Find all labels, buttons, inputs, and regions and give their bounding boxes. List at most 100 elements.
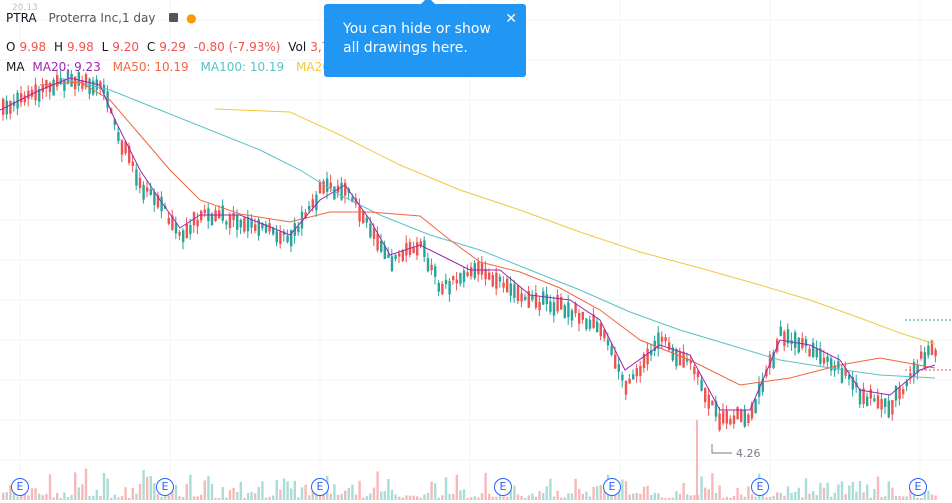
candle-body — [549, 301, 552, 312]
candle-body — [768, 354, 772, 368]
volume-bar — [808, 493, 811, 500]
candle-body — [383, 245, 386, 260]
candle-body — [772, 352, 775, 368]
volume-bar — [671, 497, 674, 500]
candle-body — [894, 386, 898, 401]
event-marker[interactable]: E — [494, 478, 512, 496]
volume-bar — [239, 481, 242, 500]
candle-body — [102, 84, 106, 94]
symbol-name: Proterra Inc,1 day — [48, 11, 156, 25]
volume-bar — [340, 493, 343, 500]
volume-bar — [347, 487, 350, 500]
candle-body — [502, 282, 505, 288]
volume-bar — [484, 472, 487, 500]
candle-body — [466, 272, 469, 276]
candle-body — [722, 411, 725, 424]
volume-bar — [729, 497, 732, 500]
volume-bar — [506, 496, 509, 500]
candle-body — [63, 78, 66, 91]
alert-icon[interactable]: ● — [186, 11, 197, 25]
volume-bar — [275, 480, 278, 500]
candle-body — [614, 354, 617, 369]
close-button[interactable]: ✕ — [505, 11, 517, 27]
candle-body — [545, 294, 548, 304]
volume-bar — [765, 497, 768, 500]
candle-body — [837, 361, 840, 369]
event-marker[interactable]: E — [156, 478, 174, 496]
volume-bar — [750, 494, 754, 500]
candle-body — [758, 383, 761, 397]
candle-body — [200, 210, 203, 221]
candle-body — [664, 337, 667, 341]
volume-bar — [815, 495, 818, 500]
volume-bar — [63, 492, 66, 500]
candle-body — [783, 331, 786, 346]
candle-body — [632, 374, 635, 380]
volume-bar — [513, 485, 516, 500]
candle-body — [880, 399, 883, 410]
candle-body — [660, 336, 664, 342]
event-marker[interactable]: E — [11, 478, 29, 496]
candle-body — [848, 375, 851, 380]
volume-bar — [56, 493, 59, 500]
volume-bar — [747, 486, 750, 500]
h-label: H — [54, 40, 64, 54]
candle-body — [362, 210, 365, 224]
candle-body — [923, 352, 926, 369]
event-marker[interactable]: E — [311, 478, 329, 496]
candle-body — [160, 196, 163, 212]
volume-bar — [700, 476, 703, 500]
candle-body — [689, 360, 692, 364]
settings-icon[interactable] — [169, 13, 179, 22]
volume-bar — [718, 485, 721, 500]
volume-bar — [844, 494, 847, 500]
candle-body — [473, 263, 476, 279]
candle-body — [743, 410, 746, 427]
volume-bar — [354, 494, 358, 500]
volume-bar — [531, 493, 534, 500]
l-label: L — [101, 40, 109, 54]
event-marker[interactable]: E — [909, 478, 927, 496]
candle-body — [365, 217, 368, 223]
candle-body — [678, 351, 682, 366]
candle-body — [462, 270, 466, 282]
volume-bar — [444, 477, 448, 500]
volume-bar — [812, 491, 815, 500]
candle-body — [740, 410, 743, 422]
volume-bar — [178, 496, 181, 500]
volume-bar — [477, 497, 480, 500]
candle-body — [556, 295, 559, 312]
candle-body — [340, 182, 343, 200]
volume-bar — [250, 492, 253, 500]
candle-body — [30, 89, 34, 97]
volume-bar — [156, 493, 160, 500]
volume-bar — [599, 485, 602, 500]
candle-body — [801, 338, 804, 349]
volume-bar — [657, 493, 660, 500]
volume-bar — [210, 483, 214, 500]
candle-body — [369, 223, 372, 238]
volume-bar — [592, 487, 595, 500]
volume-bar — [142, 469, 145, 500]
low-label: 4.26 — [736, 447, 761, 460]
volume-bar — [934, 495, 937, 500]
candle-body — [390, 256, 394, 272]
candle-body — [77, 72, 80, 86]
volume-bar — [502, 496, 505, 500]
candle-body — [344, 182, 347, 196]
volume-bar — [138, 484, 142, 500]
candle-body — [149, 189, 152, 195]
event-marker[interactable]: E — [603, 478, 621, 496]
event-marker[interactable]: E — [751, 478, 769, 496]
volume-bar — [858, 481, 862, 500]
candle-body — [315, 194, 318, 211]
volume-bar — [77, 487, 80, 500]
candle-body — [210, 213, 214, 226]
candle-body — [92, 80, 95, 95]
volume-bar — [423, 494, 426, 500]
volume-bar — [930, 494, 934, 500]
volume-bar — [466, 497, 469, 500]
volume-bar — [376, 471, 379, 500]
candle-body — [513, 284, 516, 298]
